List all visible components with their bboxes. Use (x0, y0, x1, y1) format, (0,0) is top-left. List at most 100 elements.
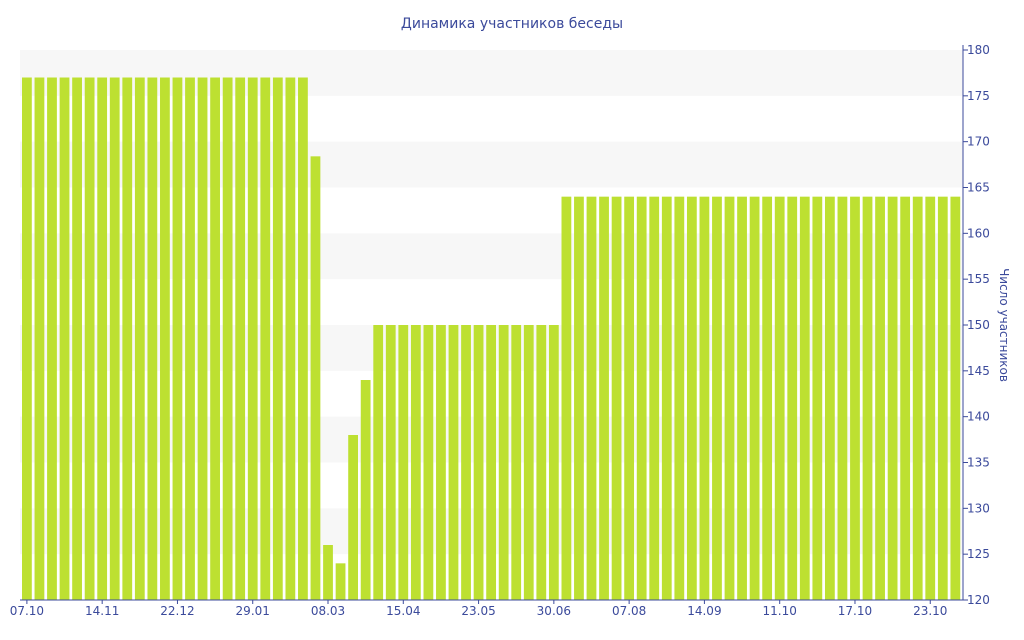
bar (323, 545, 333, 600)
bar (436, 325, 446, 600)
bar (348, 435, 358, 600)
bar (686, 196, 697, 600)
chart-title: Динамика участников беседы (401, 16, 623, 32)
bar (285, 77, 296, 600)
bar (172, 77, 183, 600)
y-tick-label: 135 (967, 456, 990, 470)
y-tick-label: 170 (967, 135, 990, 149)
bar (84, 77, 95, 600)
y-tick-label: 145 (967, 364, 990, 378)
bar (599, 196, 609, 600)
bar (774, 196, 785, 600)
bar (749, 196, 760, 600)
y-tick-label: 165 (967, 181, 990, 195)
y-tick-label: 160 (967, 226, 990, 240)
bar (511, 325, 522, 600)
bar (461, 325, 471, 600)
x-tick-label: 07.08 (612, 604, 646, 618)
bar (925, 196, 936, 600)
y-tick-label: 180 (967, 43, 990, 57)
bar (147, 77, 158, 600)
bar (235, 77, 246, 600)
bar (824, 196, 835, 600)
bar (498, 325, 509, 600)
bar (875, 196, 885, 600)
x-tick-label: 29.01 (236, 604, 270, 618)
bar (724, 196, 735, 600)
x-tick-label: 08.03 (311, 604, 345, 618)
bar (448, 325, 459, 600)
bar (272, 77, 283, 600)
y-axis: 120 125 130 135 140 145 150 155 160 165 170 175 180 (962, 43, 990, 607)
bar (197, 77, 208, 600)
bar (59, 77, 70, 600)
bar (900, 196, 911, 600)
x-tick-label: 14.11 (85, 604, 119, 618)
bar (247, 77, 258, 600)
y-axis-label: Число участников (997, 268, 1011, 382)
bar (737, 196, 747, 600)
bar (185, 77, 195, 600)
x-tick-label: 30.06 (537, 604, 571, 618)
bar (850, 196, 860, 600)
bar (410, 325, 421, 600)
bar (699, 196, 710, 600)
bar (536, 325, 547, 600)
x-tick-label: 17.10 (838, 604, 872, 618)
bar (47, 77, 57, 600)
bar (624, 196, 635, 600)
bar (799, 196, 810, 600)
y-tick-label: 125 (967, 547, 990, 561)
bar (548, 325, 559, 600)
bar (912, 196, 923, 600)
bar (611, 196, 622, 600)
bar (574, 196, 584, 600)
x-axis: 07.10 14.11 22.12 29.01 08.03 15.04 23.05 30.06… (10, 599, 963, 618)
bar (398, 325, 409, 600)
y-tick-label: 120 (967, 593, 990, 607)
y-tick-label: 150 (967, 318, 990, 332)
bar (837, 196, 848, 600)
bar (360, 380, 371, 600)
bar (887, 196, 898, 600)
bar (134, 77, 145, 600)
bar (122, 77, 133, 600)
bar (298, 77, 308, 600)
x-tick-label: 22.12 (160, 604, 194, 618)
bar (523, 325, 534, 600)
bar (335, 563, 346, 600)
bar (385, 325, 396, 600)
bar (473, 325, 484, 600)
bar (787, 196, 798, 600)
bar (222, 77, 233, 600)
bar (34, 77, 45, 600)
bar (674, 196, 685, 600)
bar (586, 196, 597, 600)
bar (373, 325, 384, 600)
bar (72, 77, 82, 600)
bar (310, 156, 321, 601)
x-tick-label: 23.05 (461, 604, 495, 618)
bar (712, 196, 722, 600)
bar (862, 196, 873, 600)
bar (762, 196, 773, 600)
bar (160, 77, 170, 600)
bar (636, 196, 647, 600)
bar (561, 196, 572, 600)
x-tick-label: 14.09 (687, 604, 721, 618)
bars (22, 77, 961, 601)
bar (937, 196, 948, 600)
y-tick-label: 155 (967, 272, 990, 286)
bar (649, 196, 660, 600)
bar (812, 196, 823, 600)
bar (950, 196, 961, 600)
y-tick-label: 140 (967, 410, 990, 424)
bar (260, 77, 271, 600)
bar (97, 77, 108, 600)
bar (486, 325, 497, 600)
y-tick-label: 130 (967, 501, 990, 515)
bar (210, 77, 220, 600)
bar (661, 196, 672, 600)
x-tick-label: 07.10 (10, 604, 44, 618)
